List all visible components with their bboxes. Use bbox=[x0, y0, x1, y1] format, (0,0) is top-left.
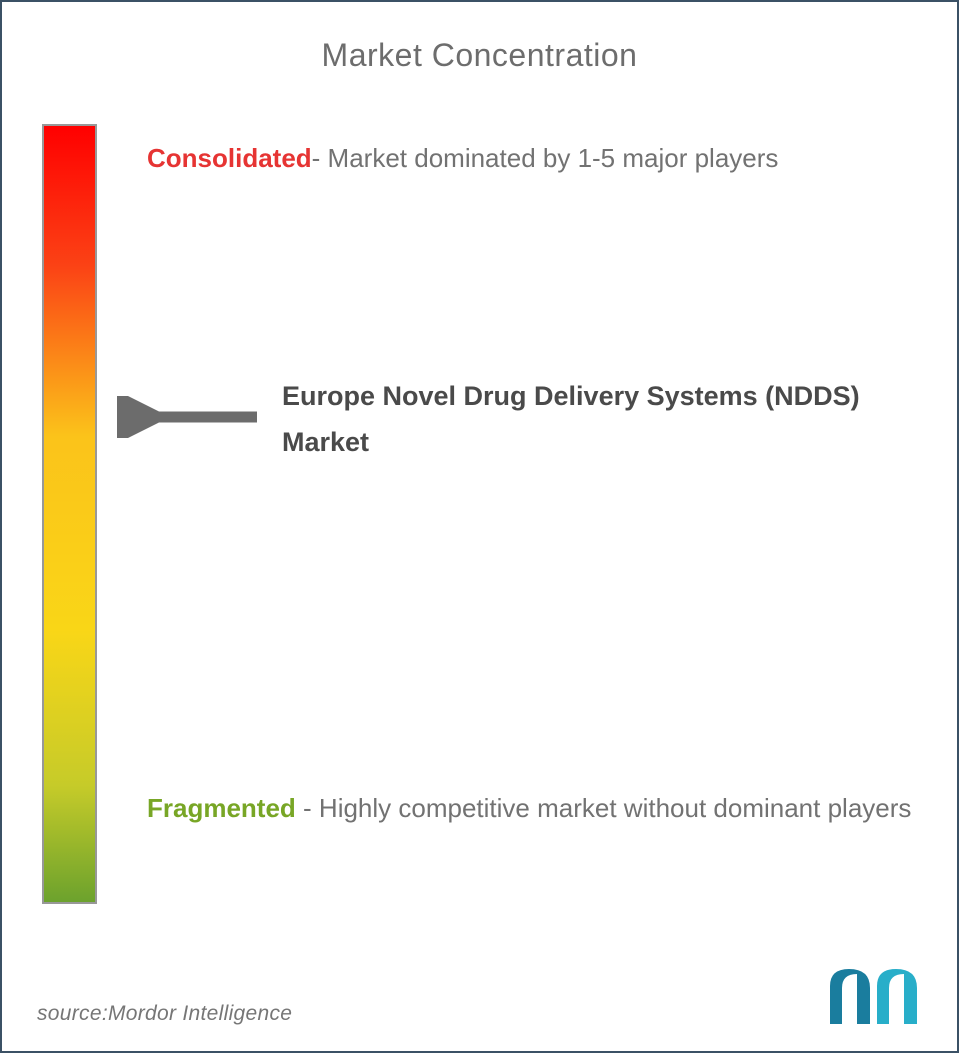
market-name: Europe Novel Drug Delivery Systems (NDDS… bbox=[282, 374, 927, 466]
fragmented-text: - Highly competitive market without domi… bbox=[296, 793, 912, 823]
brand-logo-icon bbox=[827, 966, 922, 1026]
consolidated-text: - Market dominated by 1-5 major players bbox=[312, 143, 779, 173]
fragmented-description: Fragmented - Highly competitive market w… bbox=[147, 784, 911, 833]
market-indicator: Europe Novel Drug Delivery Systems (NDDS… bbox=[147, 374, 927, 466]
content-area: Consolidated- Market dominated by 1-5 ma… bbox=[2, 74, 957, 924]
consolidated-description: Consolidated- Market dominated by 1-5 ma… bbox=[147, 134, 778, 183]
source-text: source:Mordor Intelligence bbox=[37, 1002, 292, 1026]
arrow-icon bbox=[117, 396, 262, 443]
chart-title: Market Concentration bbox=[2, 2, 957, 74]
fragmented-label: Fragmented bbox=[147, 793, 296, 823]
descriptions-area: Consolidated- Market dominated by 1-5 ma… bbox=[97, 124, 927, 894]
concentration-gradient-bar bbox=[42, 124, 97, 904]
footer: source:Mordor Intelligence bbox=[37, 966, 922, 1026]
consolidated-label: Consolidated bbox=[147, 143, 312, 173]
